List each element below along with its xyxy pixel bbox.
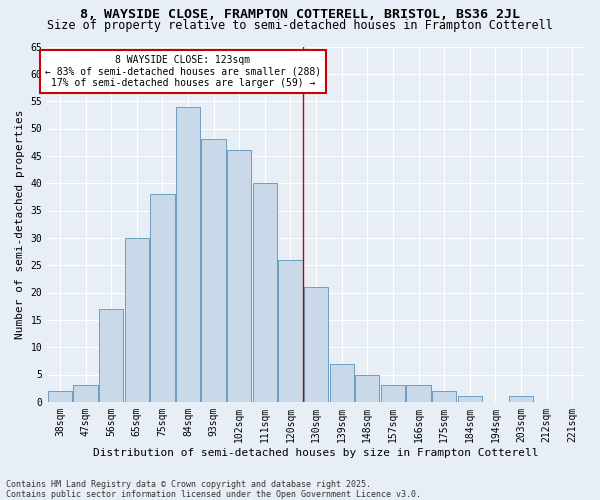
Bar [432, 391, 457, 402]
Text: Contains HM Land Registry data © Crown copyright and database right 2025.
Contai: Contains HM Land Registry data © Crown c… [6, 480, 421, 499]
Bar [176, 106, 200, 402]
Bar [73, 386, 98, 402]
Bar [355, 374, 379, 402]
Bar [458, 396, 482, 402]
Text: 8 WAYSIDE CLOSE: 123sqm
← 83% of semi-detached houses are smaller (288)
17% of s: 8 WAYSIDE CLOSE: 123sqm ← 83% of semi-de… [45, 54, 321, 88]
Bar [278, 260, 302, 402]
Text: Size of property relative to semi-detached houses in Frampton Cotterell: Size of property relative to semi-detach… [47, 19, 553, 32]
Bar [253, 183, 277, 402]
Y-axis label: Number of semi-detached properties: Number of semi-detached properties [15, 110, 25, 339]
Bar [329, 364, 354, 402]
Bar [48, 391, 72, 402]
Bar [125, 238, 149, 402]
Bar [509, 396, 533, 402]
Bar [304, 287, 328, 402]
Bar [227, 150, 251, 402]
Bar [202, 140, 226, 402]
Bar [99, 309, 124, 402]
X-axis label: Distribution of semi-detached houses by size in Frampton Cotterell: Distribution of semi-detached houses by … [94, 448, 539, 458]
Text: 8, WAYSIDE CLOSE, FRAMPTON COTTERELL, BRISTOL, BS36 2JL: 8, WAYSIDE CLOSE, FRAMPTON COTTERELL, BR… [80, 8, 520, 20]
Bar [150, 194, 175, 402]
Bar [381, 386, 405, 402]
Bar [406, 386, 431, 402]
